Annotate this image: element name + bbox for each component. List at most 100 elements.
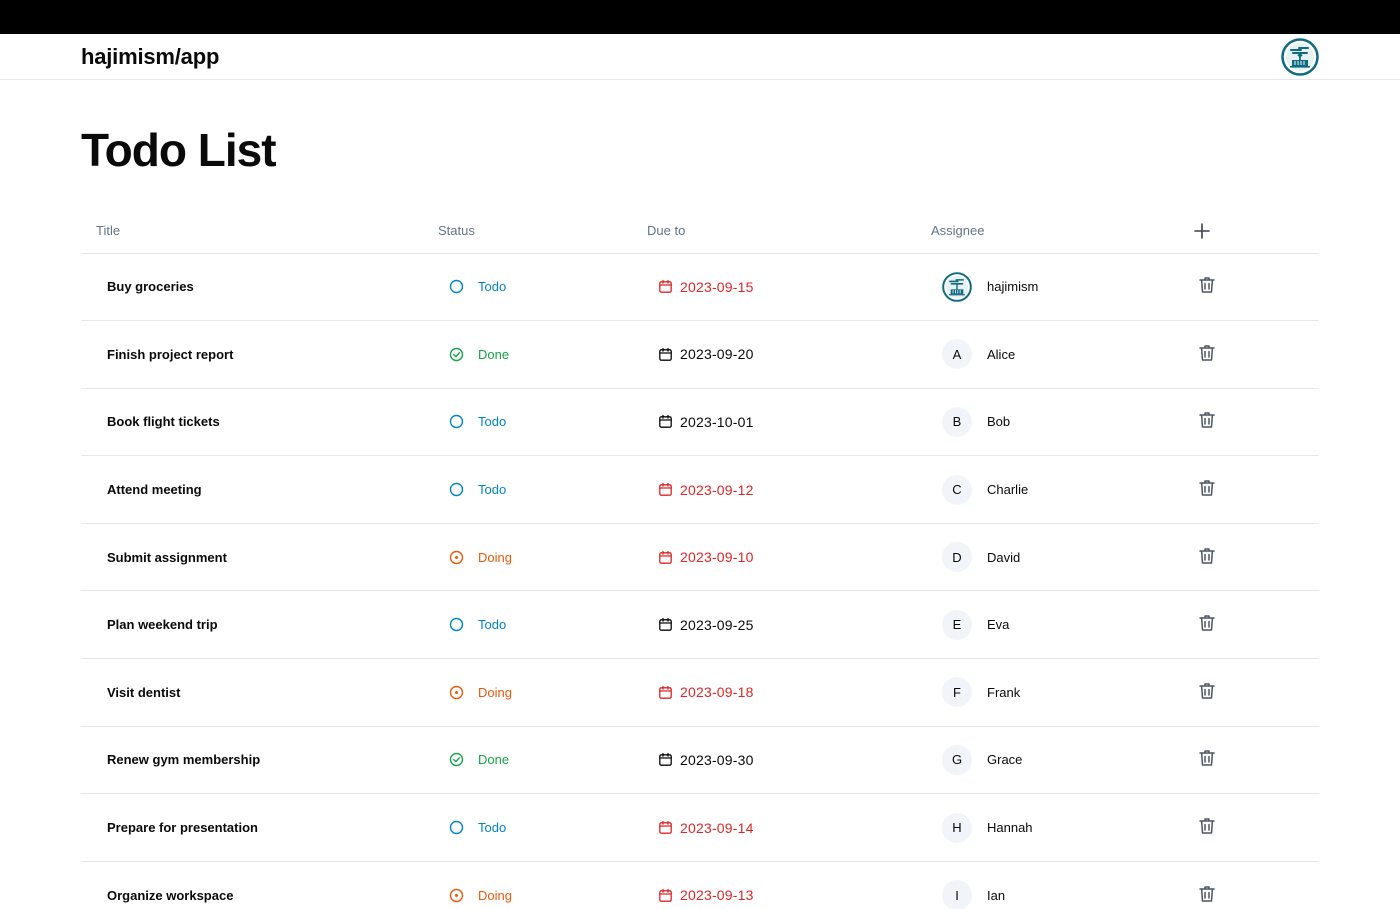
due-date-cell[interactable]: 2023-09-14 xyxy=(647,793,931,862)
user-avatar[interactable] xyxy=(1281,37,1319,76)
app-header: hajimism/app xyxy=(0,34,1400,80)
assignee-cell[interactable]: E Eva xyxy=(931,590,1191,660)
todo-title[interactable]: Organize workspace xyxy=(81,861,438,909)
status-label: Done xyxy=(478,346,510,362)
assignee-avatar: I xyxy=(942,880,972,909)
table-header-row: Title Status Due to Assignee xyxy=(81,209,1319,254)
todo-title[interactable]: Attend meeting xyxy=(81,455,438,524)
assignee-cell[interactable]: F Frank xyxy=(931,658,1191,727)
table-row[interactable]: Attend meeting Todo 2023-09-12 C Charlie xyxy=(81,455,1319,524)
table-row[interactable]: Renew gym membership Done 2023-09-30 G G… xyxy=(81,726,1319,795)
status-cell[interactable]: Done xyxy=(438,726,647,795)
todo-title[interactable]: Submit assignment xyxy=(81,523,438,592)
delete-todo-button[interactable] xyxy=(1197,816,1217,836)
delete-todo-button[interactable] xyxy=(1197,546,1217,566)
assignee-cell[interactable]: B Bob xyxy=(931,388,1191,457)
delete-todo-button[interactable] xyxy=(1197,681,1217,701)
status-cell[interactable]: Done xyxy=(438,320,647,389)
assignee-cell[interactable]: C Charlie xyxy=(931,455,1191,524)
status-label: Todo xyxy=(478,482,507,498)
due-date: 2023-09-15 xyxy=(680,278,754,295)
status-cell[interactable]: Todo xyxy=(438,388,647,457)
status-todo-icon xyxy=(449,820,464,835)
todo-title[interactable]: Finish project report xyxy=(81,320,438,389)
trash-icon xyxy=(1197,478,1217,498)
actions-cell xyxy=(1191,320,1319,389)
status-doing-icon xyxy=(449,550,464,565)
status-cell[interactable]: Todo xyxy=(438,590,647,660)
due-date-cell[interactable]: 2023-09-18 xyxy=(647,658,931,727)
due-date-cell[interactable]: 2023-09-12 xyxy=(647,455,931,524)
todo-title[interactable]: Visit dentist xyxy=(81,658,438,727)
bonsai-logo-icon xyxy=(942,271,972,302)
table-row[interactable]: Buy groceries Todo 2023-09-15 hajimism xyxy=(81,253,1319,322)
plus-icon xyxy=(1194,222,1210,239)
status-label: Todo xyxy=(478,414,507,430)
table-row[interactable]: Submit assignment Doing 2023-09-10 D Dav… xyxy=(81,523,1319,592)
due-date: 2023-09-14 xyxy=(680,819,754,836)
delete-todo-button[interactable] xyxy=(1197,343,1217,363)
status-cell[interactable]: Doing xyxy=(438,658,647,727)
status-cell[interactable]: Todo xyxy=(438,793,647,862)
delete-todo-button[interactable] xyxy=(1197,748,1217,768)
assignee-cell[interactable]: H Hannah xyxy=(931,793,1191,862)
status-todo-icon xyxy=(449,414,464,429)
delete-todo-button[interactable] xyxy=(1197,478,1217,498)
status-doing-icon xyxy=(449,685,464,700)
assignee-avatar: A xyxy=(942,339,972,370)
status-cell[interactable]: Doing xyxy=(438,861,647,909)
assignee-name: Charlie xyxy=(987,482,1029,498)
table-row[interactable]: Prepare for presentation Todo 2023-09-14… xyxy=(81,793,1319,862)
delete-todo-button[interactable] xyxy=(1197,613,1217,633)
trash-icon xyxy=(1197,613,1217,633)
todo-title[interactable]: Prepare for presentation xyxy=(81,793,438,862)
table-row[interactable]: Finish project report Done 2023-09-20 A … xyxy=(81,320,1319,389)
status-todo-icon xyxy=(449,617,464,632)
status-label: Doing xyxy=(478,887,512,903)
assignee-cell[interactable]: A Alice xyxy=(931,320,1191,389)
delete-todo-button[interactable] xyxy=(1197,410,1217,430)
status-cell[interactable]: Todo xyxy=(438,253,647,322)
assignee-cell[interactable]: hajimism xyxy=(931,253,1191,322)
assignee-avatar: H xyxy=(942,812,972,843)
status-label: Doing xyxy=(478,549,512,565)
assignee-cell[interactable]: D David xyxy=(931,523,1191,592)
status-label: Doing xyxy=(478,684,512,700)
due-date-cell[interactable]: 2023-09-13 xyxy=(647,861,931,909)
assignee-cell[interactable]: I Ian xyxy=(931,861,1191,909)
assignee-name: hajimism xyxy=(987,279,1039,295)
table-row[interactable]: Visit dentist Doing 2023-09-18 F Frank xyxy=(81,658,1319,727)
due-date: 2023-09-12 xyxy=(680,481,754,498)
assignee-name: David xyxy=(987,549,1021,565)
due-date-cell[interactable]: 2023-09-30 xyxy=(647,726,931,795)
due-date-cell[interactable]: 2023-09-25 xyxy=(647,590,931,660)
status-cell[interactable]: Doing xyxy=(438,523,647,592)
actions-cell xyxy=(1191,793,1319,862)
due-date-cell[interactable]: 2023-09-15 xyxy=(647,253,931,322)
actions-cell xyxy=(1191,590,1319,660)
app-brand[interactable]: hajimism/app xyxy=(81,43,220,69)
status-label: Todo xyxy=(478,820,507,836)
todo-title[interactable]: Plan weekend trip xyxy=(81,590,438,660)
todo-title[interactable]: Renew gym membership xyxy=(81,726,438,795)
page-title: Todo List xyxy=(81,124,277,176)
assignee-cell[interactable]: G Grace xyxy=(931,726,1191,795)
due-date-cell[interactable]: 2023-09-10 xyxy=(647,523,931,592)
delete-todo-button[interactable] xyxy=(1197,884,1217,904)
table-row[interactable]: Book flight tickets Todo 2023-10-01 B Bo… xyxy=(81,388,1319,457)
trash-icon xyxy=(1197,275,1217,295)
due-date-cell[interactable]: 2023-09-20 xyxy=(647,320,931,389)
delete-todo-button[interactable] xyxy=(1197,275,1217,295)
status-cell[interactable]: Todo xyxy=(438,455,647,524)
todo-title[interactable]: Book flight tickets xyxy=(81,388,438,457)
status-todo-icon xyxy=(449,279,464,294)
assignee-avatar xyxy=(942,271,972,302)
todo-title[interactable]: Buy groceries xyxy=(81,253,438,322)
trash-icon xyxy=(1197,343,1217,363)
due-date-cell[interactable]: 2023-10-01 xyxy=(647,388,931,457)
assignee-name: Ian xyxy=(987,887,1006,903)
table-row[interactable]: Organize workspace Doing 2023-09-13 I Ia… xyxy=(81,861,1319,909)
calendar-icon xyxy=(658,685,673,700)
table-row[interactable]: Plan weekend trip Todo 2023-09-25 E Eva xyxy=(81,590,1319,660)
add-todo-button[interactable] xyxy=(1193,222,1211,240)
